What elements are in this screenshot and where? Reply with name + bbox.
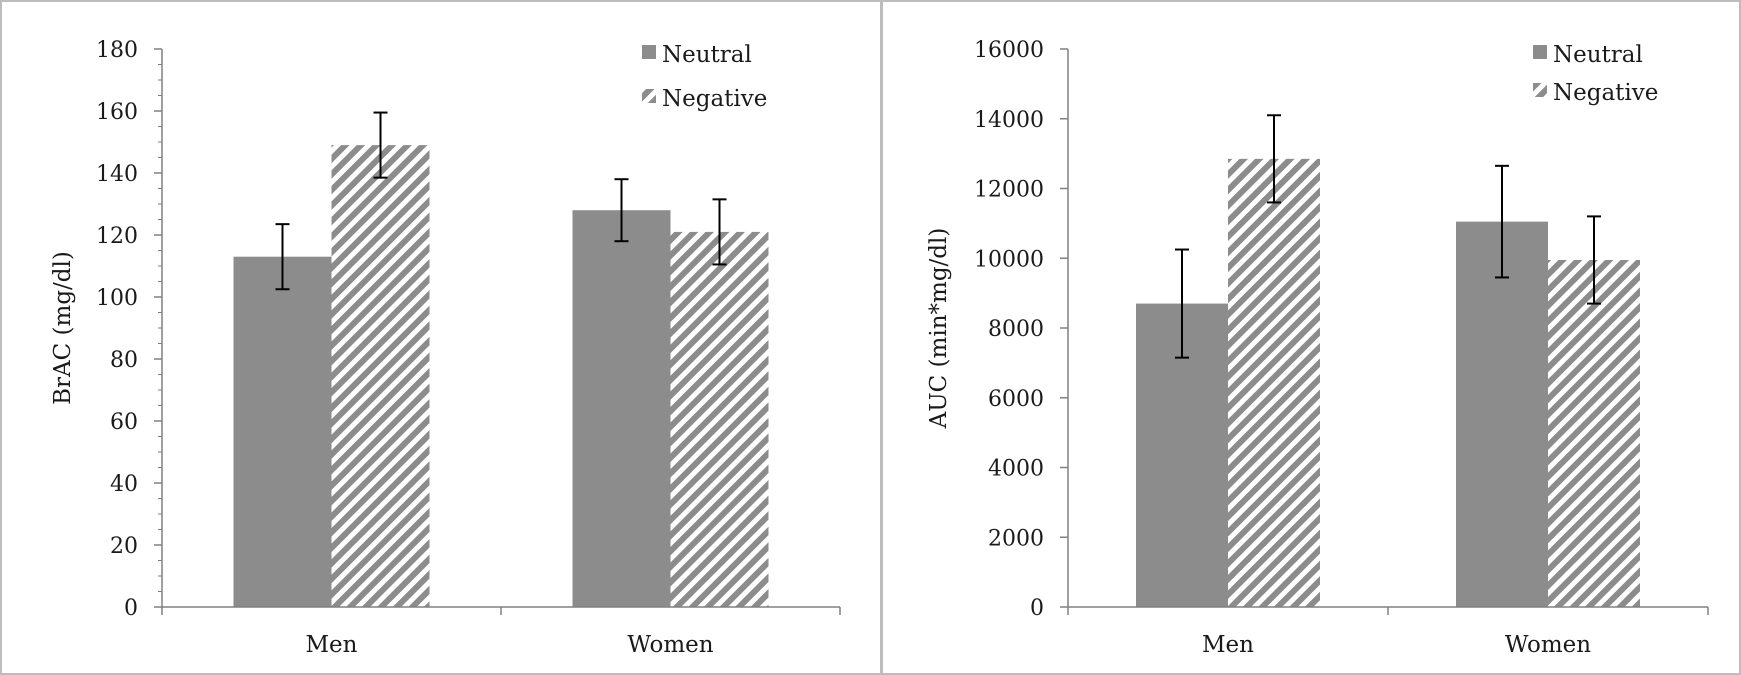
y-axis-label: AUC (min*mg/dl) [926,228,952,430]
bar-neutral-men [233,256,332,607]
y-tick-label: 180 [96,38,138,63]
errorbar-negative-men [373,111,388,179]
legend-swatch-negative [642,89,656,103]
legend-swatch-negative [1533,83,1547,97]
y-tick-label: 8000 [988,317,1044,342]
x-category-label-men: Men [1202,632,1254,658]
bar-neutral-women [1456,221,1548,607]
bar-negative-women [1548,259,1640,607]
x-category-label-men: Men [306,632,358,658]
legend-item-negative: Negative [642,86,767,112]
errorbar-negative-men [1267,114,1281,204]
legend-label-neutral: Neutral [1553,42,1643,68]
errorbar-negative-women [712,198,727,266]
y-tick-label: 120 [96,224,138,249]
brac-chart-panel: 0 20 40 60 80 100 120 140 160 180 Men Women BrAC (mg… [0,0,882,675]
y-tick-label: 12000 [974,178,1044,203]
y-tick-label: 16000 [974,38,1044,63]
legend-label-negative: Negative [1553,80,1658,106]
errorbar-neutral-women [1495,164,1509,279]
bar-negative-women [670,231,769,607]
errorbar-neutral-men [275,223,290,291]
y-tick-label: 0 [124,596,138,621]
bar-neutral-women [572,210,671,607]
y-tick-label: 60 [110,410,138,435]
y-tick-label: 140 [96,162,138,187]
brac-chart: 0 20 40 60 80 100 120 140 160 180 Men Women BrAC (mg… [50,38,841,658]
legend-item-neutral: Neutral [642,42,752,68]
auc-chart-panel: 0 2000 4000 6000 8000 10000 12000 14000 16000 Men… [881,0,1741,675]
y-tick-label: 80 [110,348,138,373]
y-tick-label: 4000 [988,457,1044,482]
errorbar-neutral-women [614,178,629,243]
y-tick-label: 10000 [974,247,1044,272]
x-category-label-women: Women [627,632,713,658]
legend-item-negative: Negative [1533,80,1658,106]
y-tick-label: 40 [110,472,138,497]
y-tick-label: 14000 [974,108,1044,133]
y-axis-label: BrAC (mg/dl) [50,251,76,405]
x-category-label-women: Women [1505,632,1591,658]
errorbar-negative-women [1587,215,1601,305]
y-tick-label: 2000 [988,526,1044,551]
auc-chart: 0 2000 4000 6000 8000 10000 12000 14000 16000 Men… [926,38,1709,658]
y-tick-label: 100 [96,286,138,311]
y-tick-label: 0 [1030,596,1044,621]
errorbar-neutral-men [1175,248,1189,359]
legend-swatch-neutral [642,45,656,59]
y-tick-label: 6000 [988,387,1044,412]
legend-swatch-neutral [1533,45,1547,59]
legend-label-negative: Negative [662,86,767,112]
legend-item-neutral: Neutral [1533,42,1643,68]
legend-label-neutral: Neutral [662,42,752,68]
y-tick-label: 20 [110,534,138,559]
y-tick-label: 160 [96,100,138,125]
bar-negative-men [331,145,430,607]
bar-negative-men [1228,158,1320,607]
